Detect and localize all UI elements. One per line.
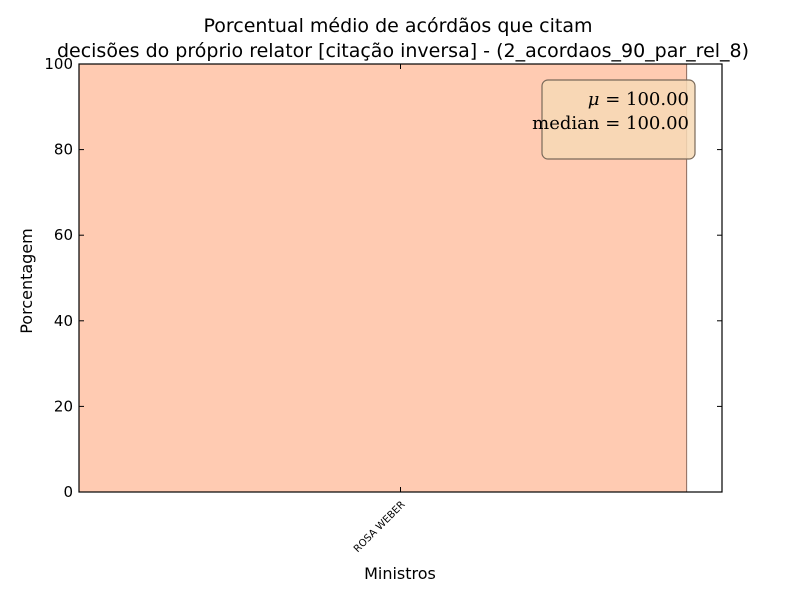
y-axis-label: Porcentagem xyxy=(17,228,36,334)
y-tick-label: 100 xyxy=(44,55,73,73)
x-axis-label: Ministros xyxy=(364,564,436,583)
chart-title-line-2: decisões do próprio relator [citação inv… xyxy=(57,40,749,62)
stats-box-frame xyxy=(541,79,696,160)
stats-median-value: 100.00 xyxy=(626,113,689,134)
stats-box: μ = 100.00 median = 100.00 xyxy=(532,79,696,160)
y-tick-label: 20 xyxy=(54,397,73,415)
stats-median-label: median xyxy=(532,113,600,134)
y-tick-label: 60 xyxy=(54,226,73,244)
y-tick-label: 40 xyxy=(54,312,73,330)
stats-mean: μ = 100.00 xyxy=(588,89,689,110)
y-tick-label: 0 xyxy=(63,483,73,501)
stats-mean-value: 100.00 xyxy=(626,89,689,110)
x-tick-label: ROSA WEBER xyxy=(352,499,408,555)
y-tick-label: 80 xyxy=(54,141,73,159)
chart-title-line-1: Porcentual médio de acórdãos que citam xyxy=(203,15,592,37)
stats-mean-symbol: μ xyxy=(588,89,600,110)
stats-median: median = 100.00 xyxy=(532,113,689,134)
